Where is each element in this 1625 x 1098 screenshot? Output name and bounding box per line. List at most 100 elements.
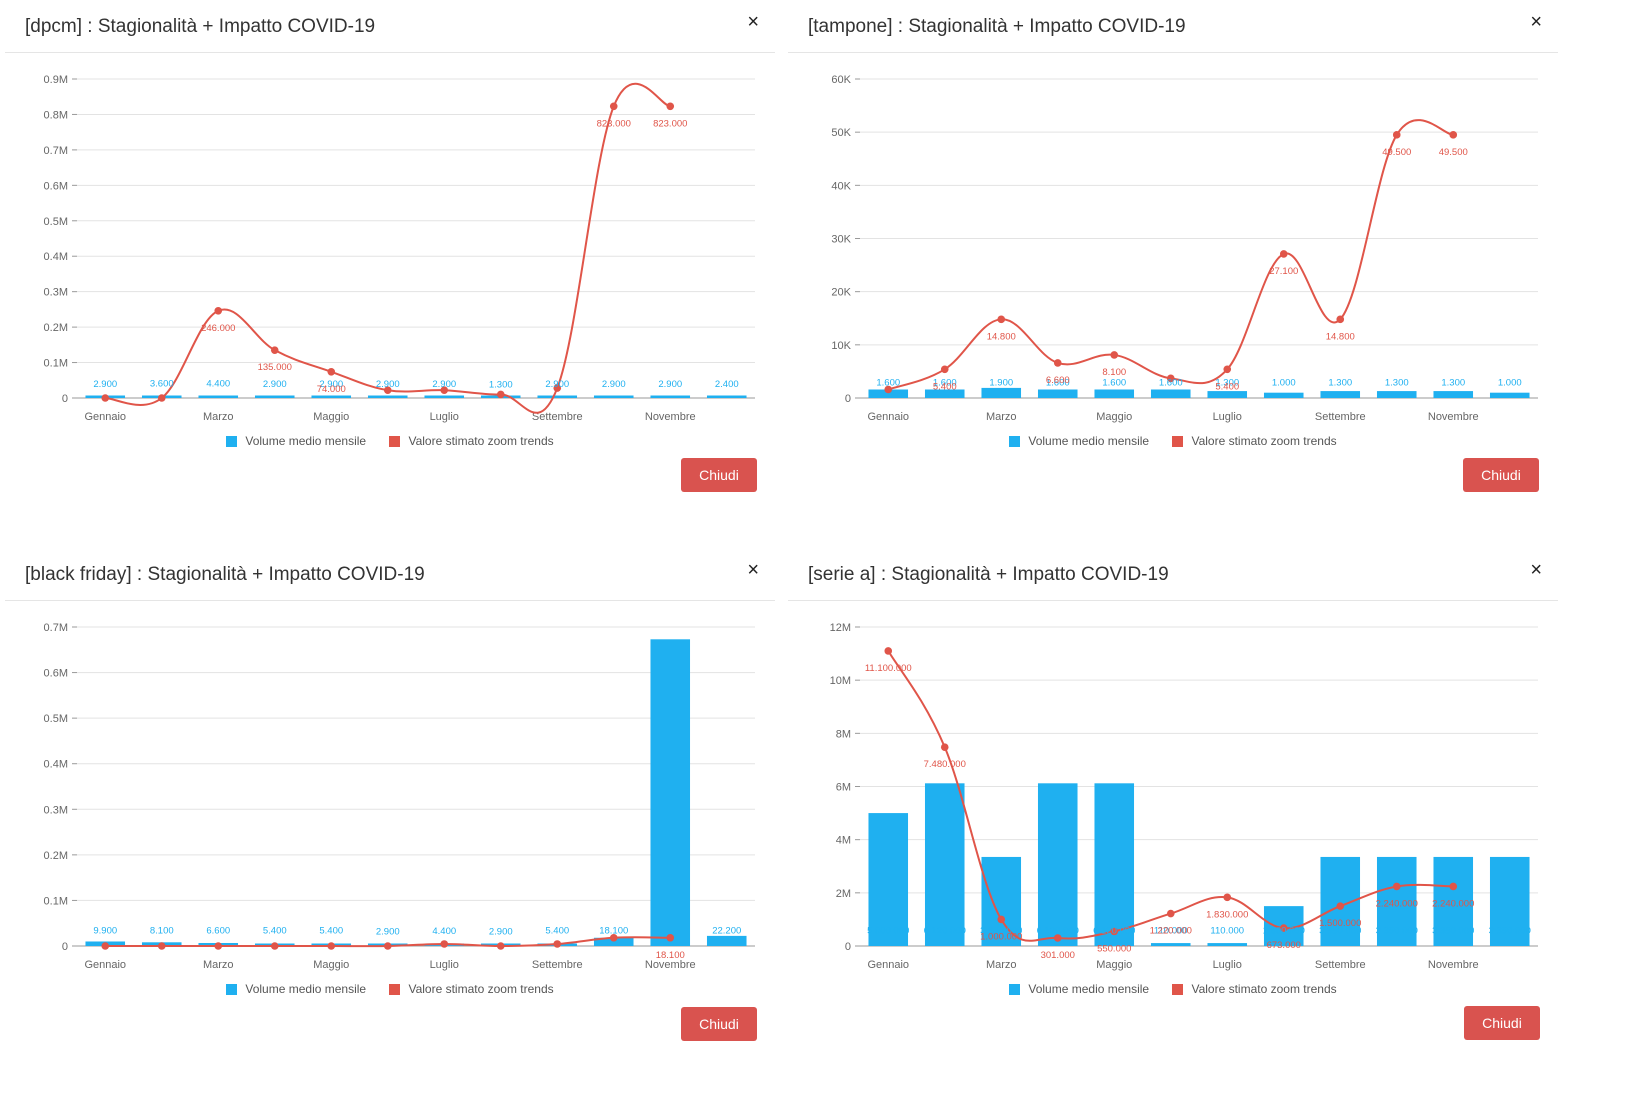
bar-data-label: 8.100	[150, 926, 174, 937]
y-tick-label: 50K	[831, 127, 851, 139]
line-point	[1449, 131, 1458, 139]
y-tick-label: 0.3M	[44, 287, 68, 299]
x-tick-label: Luglio	[1213, 411, 1242, 423]
chart-panel-serie-a: [serie a] : Stagionalità + Impatto COVID…	[788, 548, 1558, 1093]
y-tick-label: 0	[62, 393, 68, 405]
line-point	[1053, 359, 1062, 367]
bar	[311, 395, 352, 398]
close-button[interactable]: Chiudi	[681, 458, 757, 492]
y-tick-label: 0.4M	[44, 251, 68, 263]
y-tick-label: 2M	[836, 888, 851, 900]
chart-legend: Volume medio mensile Valore stimato zoom…	[5, 434, 775, 450]
x-tick-label: Luglio	[430, 411, 459, 423]
chart-area: 0 0.1M 0.2M 0.3M 0.4M 0.5M 0.6M 0.7M 0.8M 0.9M Gen…	[44, 74, 755, 423]
line-point	[666, 933, 675, 942]
bar-data-label: 2.900	[263, 379, 287, 390]
line-point	[440, 940, 449, 948]
bar	[1489, 856, 1530, 946]
chart-panel-dpcm: [dpcm] : Stagionalità + Impatto COVID-19…	[5, 0, 775, 540]
line-data-label: 14.800	[1326, 331, 1355, 342]
legend-item-bars[interactable]: Volume medio mensile	[226, 434, 366, 448]
y-tick-label: 0.1M	[44, 358, 68, 370]
bar	[1433, 856, 1474, 946]
x-tick-label: Settembre	[1315, 959, 1366, 971]
legend-item-bars[interactable]: Volume medio mensile	[226, 982, 366, 996]
bar-data-label: 2.900	[376, 927, 400, 938]
bar	[1376, 391, 1417, 398]
line-data-label: 49.500	[1382, 147, 1411, 158]
line-point	[940, 743, 949, 751]
bar-data-label: 1.300	[1385, 378, 1409, 389]
close-button[interactable]: Chiudi	[681, 1007, 757, 1041]
line-data-label: 823.000	[597, 118, 631, 129]
chart-legend: Volume medio mensile Valore stimato zoom…	[788, 434, 1558, 450]
bar-data-label: 6.600	[206, 926, 230, 937]
panel-header: [tampone] : Stagionalità + Impatto COVID…	[788, 0, 1558, 53]
line-data-label: 1.830.000	[1206, 909, 1248, 920]
bar	[593, 395, 634, 398]
bar-data-label: 2.900	[319, 379, 343, 390]
legend-item-line[interactable]: Valore stimato zoom trends	[1172, 434, 1337, 448]
panel-title: [serie a] : Stagionalità + Impatto COVID…	[808, 564, 1169, 585]
line-point	[383, 386, 392, 395]
legend-swatch-line	[389, 983, 401, 995]
line-point	[1279, 250, 1288, 258]
close-icon[interactable]: ×	[1530, 559, 1542, 581]
line-point	[327, 367, 336, 376]
y-tick-label: 0.5M	[44, 713, 68, 725]
line-data-label: 550.000	[1097, 943, 1131, 954]
legend-item-line[interactable]: Valore stimato zoom trends	[1172, 982, 1337, 996]
bar-data-label: 3.350.000	[1432, 926, 1474, 937]
bar	[1489, 392, 1530, 398]
bar-data-label: 1.600	[876, 378, 900, 389]
y-tick-label: 0.1M	[44, 895, 68, 907]
bar-data-label: 2.900	[376, 379, 400, 390]
y-tick-label: 10K	[831, 340, 851, 352]
line-data-label: 5.400	[933, 381, 957, 392]
bar-data-label: 1.300	[489, 380, 513, 391]
x-tick-label: Settembre	[532, 959, 583, 971]
line-point	[1166, 374, 1175, 383]
line-point	[327, 942, 336, 950]
bar-data-label: 4.400	[206, 378, 230, 389]
y-tick-label: 12M	[830, 622, 851, 634]
line-data-label: 2.240.000	[1432, 898, 1474, 909]
close-icon[interactable]: ×	[747, 559, 759, 581]
legend-swatch-bars	[1009, 435, 1021, 447]
trend-line	[887, 119, 1454, 391]
line-point	[1336, 315, 1345, 324]
legend-label-bars: Volume medio mensile	[245, 982, 367, 996]
close-button[interactable]: Chiudi	[1463, 458, 1539, 492]
line-point	[940, 365, 949, 374]
chart-legend: Volume medio mensile Valore stimato zoom…	[788, 982, 1558, 998]
trend-line	[887, 650, 1454, 942]
bar	[1150, 389, 1191, 398]
legend-item-bars[interactable]: Volume medio mensile	[1009, 982, 1149, 996]
line-point	[101, 394, 110, 402]
close-icon[interactable]: ×	[1530, 11, 1542, 33]
x-tick-label: Novembre	[645, 959, 696, 971]
x-tick-label: Maggio	[313, 959, 349, 971]
line-point	[157, 394, 166, 402]
bar	[868, 813, 909, 946]
close-icon[interactable]: ×	[747, 11, 759, 33]
x-tick-label: Gennaio	[867, 959, 909, 971]
x-tick-label: Novembre	[1428, 959, 1479, 971]
line-point	[270, 346, 279, 354]
line-data-label: 1.220.000	[1150, 926, 1192, 937]
bar-data-label: 1.000	[1498, 378, 1522, 389]
line-data-label: 301.000	[1041, 950, 1075, 961]
line-point	[157, 942, 166, 950]
y-tick-label: 10M	[830, 675, 851, 687]
legend-item-line[interactable]: Valore stimato zoom trends	[389, 434, 554, 448]
y-tick-label: 0.2M	[44, 850, 68, 862]
y-tick-label: 0.4M	[44, 759, 68, 771]
bar	[924, 783, 965, 946]
y-tick-label: 0.6M	[44, 180, 68, 192]
line-point	[101, 942, 110, 950]
close-button[interactable]: Chiudi	[1464, 1006, 1540, 1040]
line-data-label: 8.100	[1102, 367, 1126, 378]
x-tick-label: Maggio	[1096, 959, 1132, 971]
legend-item-bars[interactable]: Volume medio mensile	[1009, 434, 1149, 448]
legend-item-line[interactable]: Valore stimato zoom trends	[389, 982, 554, 996]
